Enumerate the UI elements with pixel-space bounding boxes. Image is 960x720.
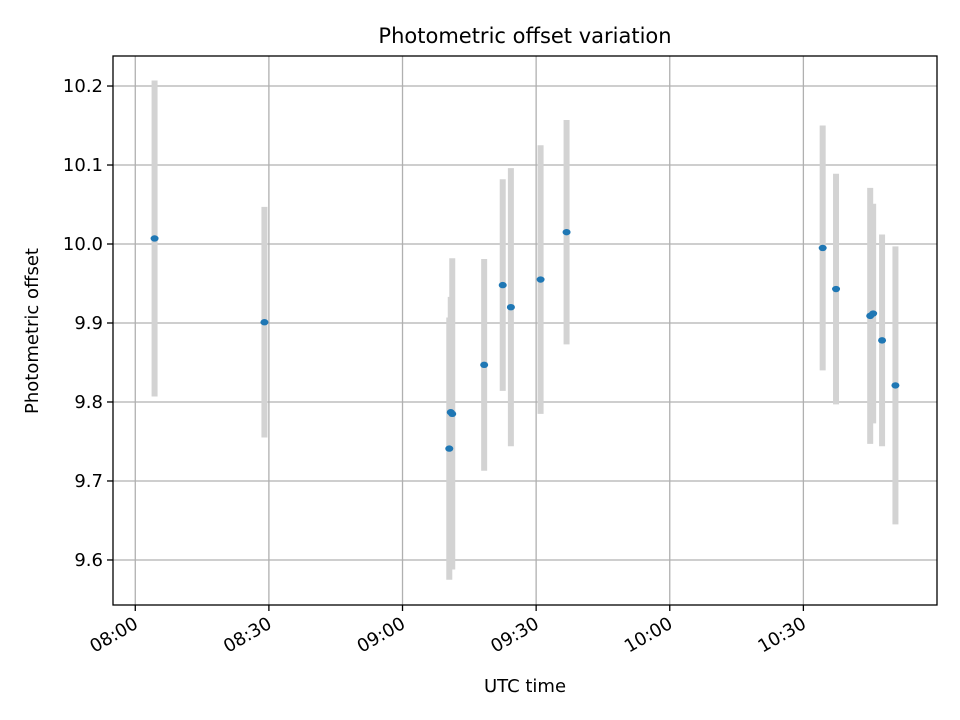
y-tick-label: 9.8 xyxy=(74,392,103,413)
data-point xyxy=(498,281,507,289)
y-tick-label: 9.6 xyxy=(74,550,103,571)
y-tick-label: 10.2 xyxy=(63,76,103,97)
y-tick-label: 10.1 xyxy=(63,155,103,176)
plot-frame xyxy=(112,55,938,606)
data-point xyxy=(878,337,887,344)
y-tick-label: 9.9 xyxy=(74,313,103,334)
y-axis-label: Photometric offset xyxy=(22,248,43,414)
chart-title: Photometric offset variation xyxy=(378,24,671,48)
data-point xyxy=(536,276,545,283)
x-axis-label: UTC time xyxy=(484,676,566,697)
data-points xyxy=(150,228,900,452)
data-point xyxy=(260,319,269,326)
grid xyxy=(113,56,937,605)
data-point xyxy=(448,410,457,418)
data-point xyxy=(480,361,489,369)
data-point xyxy=(832,285,841,293)
y-tick-label: 9.7 xyxy=(74,471,103,492)
data-point xyxy=(891,382,900,389)
data-point xyxy=(150,235,159,242)
y-tick-label: 10.0 xyxy=(63,234,103,255)
data-point xyxy=(818,244,827,252)
data-point xyxy=(562,228,571,236)
y-axis: 9.6 9.7 9.8 9.9 10.0 10.1 10.2 xyxy=(63,76,113,571)
data-point xyxy=(445,445,454,452)
data-point xyxy=(506,303,515,311)
data-point xyxy=(869,310,878,317)
